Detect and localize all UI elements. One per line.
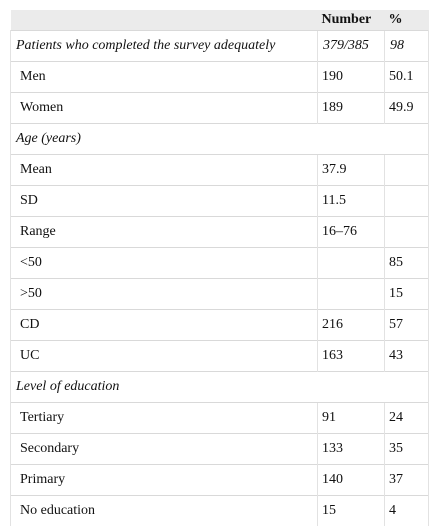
- row-label: >50: [10, 277, 318, 309]
- cell-percent: 35: [384, 432, 429, 464]
- cell-percent: 15: [384, 277, 429, 309]
- table-section-row: Patients who completed the survey adequa…: [10, 29, 429, 61]
- cell-percent: 49.9: [384, 91, 429, 123]
- table-row: Men 190 50.1: [10, 60, 429, 92]
- row-label: CD: [10, 308, 318, 340]
- header-label: [11, 10, 318, 30]
- cell-percent: 85: [384, 246, 429, 278]
- section-label: Level of education: [10, 370, 429, 402]
- row-label: Range: [10, 215, 318, 247]
- cell-percent: 24: [384, 401, 429, 433]
- cell-percent: [384, 184, 429, 216]
- cell-number: 189: [317, 91, 385, 123]
- table-row: UC 163 43: [10, 339, 429, 371]
- cell-percent: 37: [384, 463, 429, 495]
- cell-percent: 98: [384, 29, 429, 61]
- demographics-table: Number % Patients who completed the surv…: [10, 10, 429, 526]
- table-row: CD 216 57: [10, 308, 429, 340]
- cell-number: 216: [317, 308, 385, 340]
- table-section-row: Level of education: [10, 370, 429, 402]
- cell-number: 91: [317, 401, 385, 433]
- cell-number: 11.5: [317, 184, 385, 216]
- cell-number: 15: [317, 494, 385, 526]
- row-label: Primary: [10, 463, 318, 495]
- row-label: SD: [10, 184, 318, 216]
- table-header: Number %: [10, 10, 429, 30]
- cell-number: 163: [317, 339, 385, 371]
- row-label: UC: [10, 339, 318, 371]
- table-row: Range 16–76: [10, 215, 429, 247]
- cell-number: 133: [317, 432, 385, 464]
- cell-percent: 43: [384, 339, 429, 371]
- table-body: Patients who completed the survey adequa…: [10, 29, 429, 526]
- cell-number: 190: [317, 60, 385, 92]
- cell-percent: 57: [384, 308, 429, 340]
- cell-percent: [384, 153, 429, 185]
- cell-number: [317, 246, 385, 278]
- cell-percent: [384, 215, 429, 247]
- cell-number: 140: [317, 463, 385, 495]
- header-row: Number %: [10, 10, 429, 30]
- table-row: >50 15: [10, 277, 429, 309]
- table-row: Primary 140 37: [10, 463, 429, 495]
- table-section-row: Age (years): [10, 122, 429, 154]
- table-row: Tertiary 91 24: [10, 401, 429, 433]
- row-label: No education: [10, 494, 318, 526]
- row-label: Secondary: [10, 432, 318, 464]
- row-label: Men: [10, 60, 318, 92]
- table-row: SD 11.5: [10, 184, 429, 216]
- row-label: <50: [10, 246, 318, 278]
- row-label: Women: [10, 91, 318, 123]
- section-label: Age (years): [10, 122, 429, 154]
- header-percent: %: [388, 11, 403, 27]
- cell-number: 37.9: [317, 153, 385, 185]
- table-row: Mean 37.9: [10, 153, 429, 185]
- cell-number: 16–76: [317, 215, 385, 247]
- table-row: Women 189 49.9: [10, 91, 429, 123]
- table-row: <50 85: [10, 246, 429, 278]
- demographics-table-container: Number % Patients who completed the surv…: [10, 10, 429, 526]
- table-row: Secondary 133 35: [10, 432, 429, 464]
- table-row: No education 15 4: [10, 494, 429, 526]
- cell-percent: 50.1: [384, 60, 429, 92]
- header-number: Number: [321, 11, 372, 27]
- cell-percent: 4: [384, 494, 429, 526]
- cell-number: 379/385: [317, 29, 385, 61]
- row-label: Mean: [10, 153, 318, 185]
- cell-number: [317, 277, 385, 309]
- section-label: Patients who completed the survey adequa…: [10, 29, 318, 61]
- row-label: Tertiary: [10, 401, 318, 433]
